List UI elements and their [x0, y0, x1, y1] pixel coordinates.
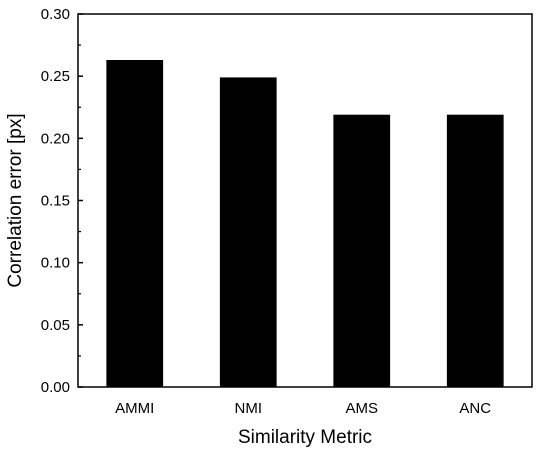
y-tick-label: 0.20	[41, 130, 70, 147]
x-axis-title: Similarity Metric	[238, 427, 372, 448]
y-tick-label: 0.00	[41, 379, 70, 396]
y-tick-label: 0.10	[41, 255, 70, 272]
x-tick-label: AMMI	[115, 400, 154, 417]
bar-ammi	[106, 60, 164, 388]
bars-group	[106, 60, 504, 388]
x-tick-label: ANC	[459, 400, 491, 417]
x-tick-label: AMS	[345, 400, 378, 417]
x-tick-label: NMI	[235, 400, 263, 417]
y-tick-label: 0.30	[41, 6, 70, 23]
bar-nmi	[219, 77, 277, 387]
y-tick-label: 0.25	[41, 68, 70, 85]
y-axis-ticks: 0.00 0.05 0.10 0.15 0.20 0.25 0.30	[41, 6, 83, 396]
y-tick-label: 0.15	[41, 193, 70, 210]
plot-frame	[77, 13, 533, 388]
x-axis-ticks: AMMI NMI AMS ANC	[115, 382, 491, 417]
y-tick-label: 0.05	[41, 317, 70, 334]
bar-ams	[333, 114, 391, 388]
bar-anc	[446, 114, 504, 388]
y-axis-title: Correlation error [px]	[5, 113, 26, 287]
